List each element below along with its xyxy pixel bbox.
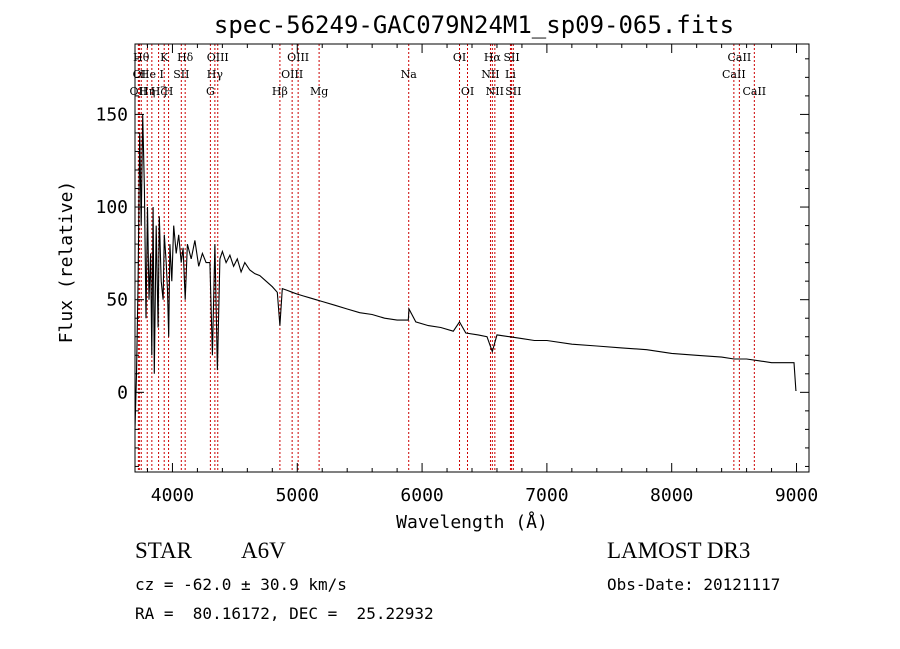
chart-title: spec-56249-GAC079N24M1_sp09-065.fits [214,11,734,39]
line-marker-label-7: H [164,85,174,98]
coordinates: RA = 80.16172, DEC = 25.22932 [135,604,434,623]
line-marker-label-21: Hα [484,51,502,64]
line-marker-label-10: G [206,85,215,98]
line-marker-label-18: OI [453,51,466,64]
line-marker-label-2: Hθ [133,51,150,64]
line-marker-label-22: NII [486,85,504,98]
y-tick-label: 0 [117,382,128,403]
spectrum-line [134,114,797,430]
line-marker-label-26: CaII [722,68,746,81]
survey-name: LAMOST DR3 [607,538,751,563]
line-marker-label-5: Hζ [151,85,167,98]
x-axis-label: Wavelength (Å) [396,511,548,533]
line-marker-label-12: OIII [207,51,229,64]
line-marker-label-4: He I [140,68,164,81]
line-marker-label-17: Na [401,68,418,81]
line-marker-label-8: SII [173,68,189,81]
line-marker-label-23: Li [505,68,516,81]
y-axis-ticks: 0 50 100 150 [95,58,809,467]
line-marker-label-25: SII [505,85,521,98]
line-marker-label-20: NII [481,68,499,81]
observation-date: Obs-Date: 20121117 [607,575,781,594]
x-tick-label: 6000 [400,485,443,506]
x-tick-label: 5000 [276,485,319,506]
line-marker-label-28: CaII [742,85,766,98]
y-tick-label: 50 [106,290,128,311]
line-marker-label-14: OIII [281,68,303,81]
x-tick-label: 4000 [151,485,194,506]
line-marker-label-6: K [160,51,169,64]
x-tick-label: 7000 [525,485,568,506]
line-marker-label-15: OIII [287,51,309,64]
object-class: STAR [135,538,192,563]
line-marker-label-24: SII [503,51,519,64]
line-marker-labels: OII OI Hθ Hη He I Hζ K H SII Hδ G Hγ OIII Hβ OIII OIII M… [130,51,767,98]
y-tick-label: 100 [95,197,128,218]
line-marker-label-19: OI [461,85,474,98]
x-tick-label: 8000 [650,485,693,506]
line-marker-label-0: OII [130,85,148,98]
line-marker-label-16: Mg [310,85,328,98]
plot-frame [134,43,810,473]
line-marker-label-11: Hγ [207,68,224,81]
y-axis-label: Flux (relative) [56,181,77,344]
line-marker-label-3: Hη [139,85,155,98]
line-marker-label-9: Hδ [177,51,194,64]
redshift-value: cz = -62.0 ± 30.9 km/s [135,575,347,594]
line-marker-label-13: Hβ [272,85,288,98]
x-axis-ticks: 4000 5000 6000 7000 8000 9000 [146,44,818,506]
y-tick-label: 150 [95,104,128,125]
object-subclass: A6V [241,538,286,563]
line-marker-label-27: CaII [728,51,752,64]
x-tick-label: 9000 [775,485,818,506]
